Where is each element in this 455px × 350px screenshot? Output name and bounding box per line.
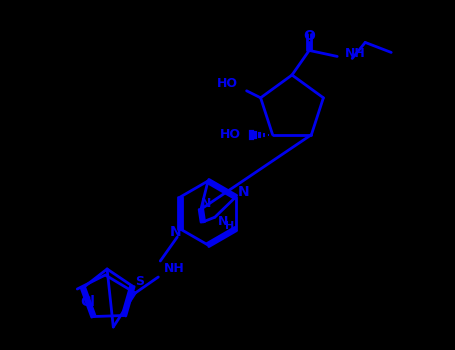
Text: N: N <box>169 225 181 239</box>
Text: NH: NH <box>164 262 185 275</box>
Text: N: N <box>217 215 228 228</box>
Text: HO: HO <box>220 128 241 141</box>
Text: HO: HO <box>217 77 238 90</box>
Text: S: S <box>135 275 144 288</box>
Text: Cl: Cl <box>81 295 96 309</box>
Text: N: N <box>201 197 211 210</box>
Text: H: H <box>225 221 234 231</box>
Text: N: N <box>238 185 249 199</box>
Text: O: O <box>303 29 315 43</box>
Text: NH: NH <box>345 47 366 60</box>
